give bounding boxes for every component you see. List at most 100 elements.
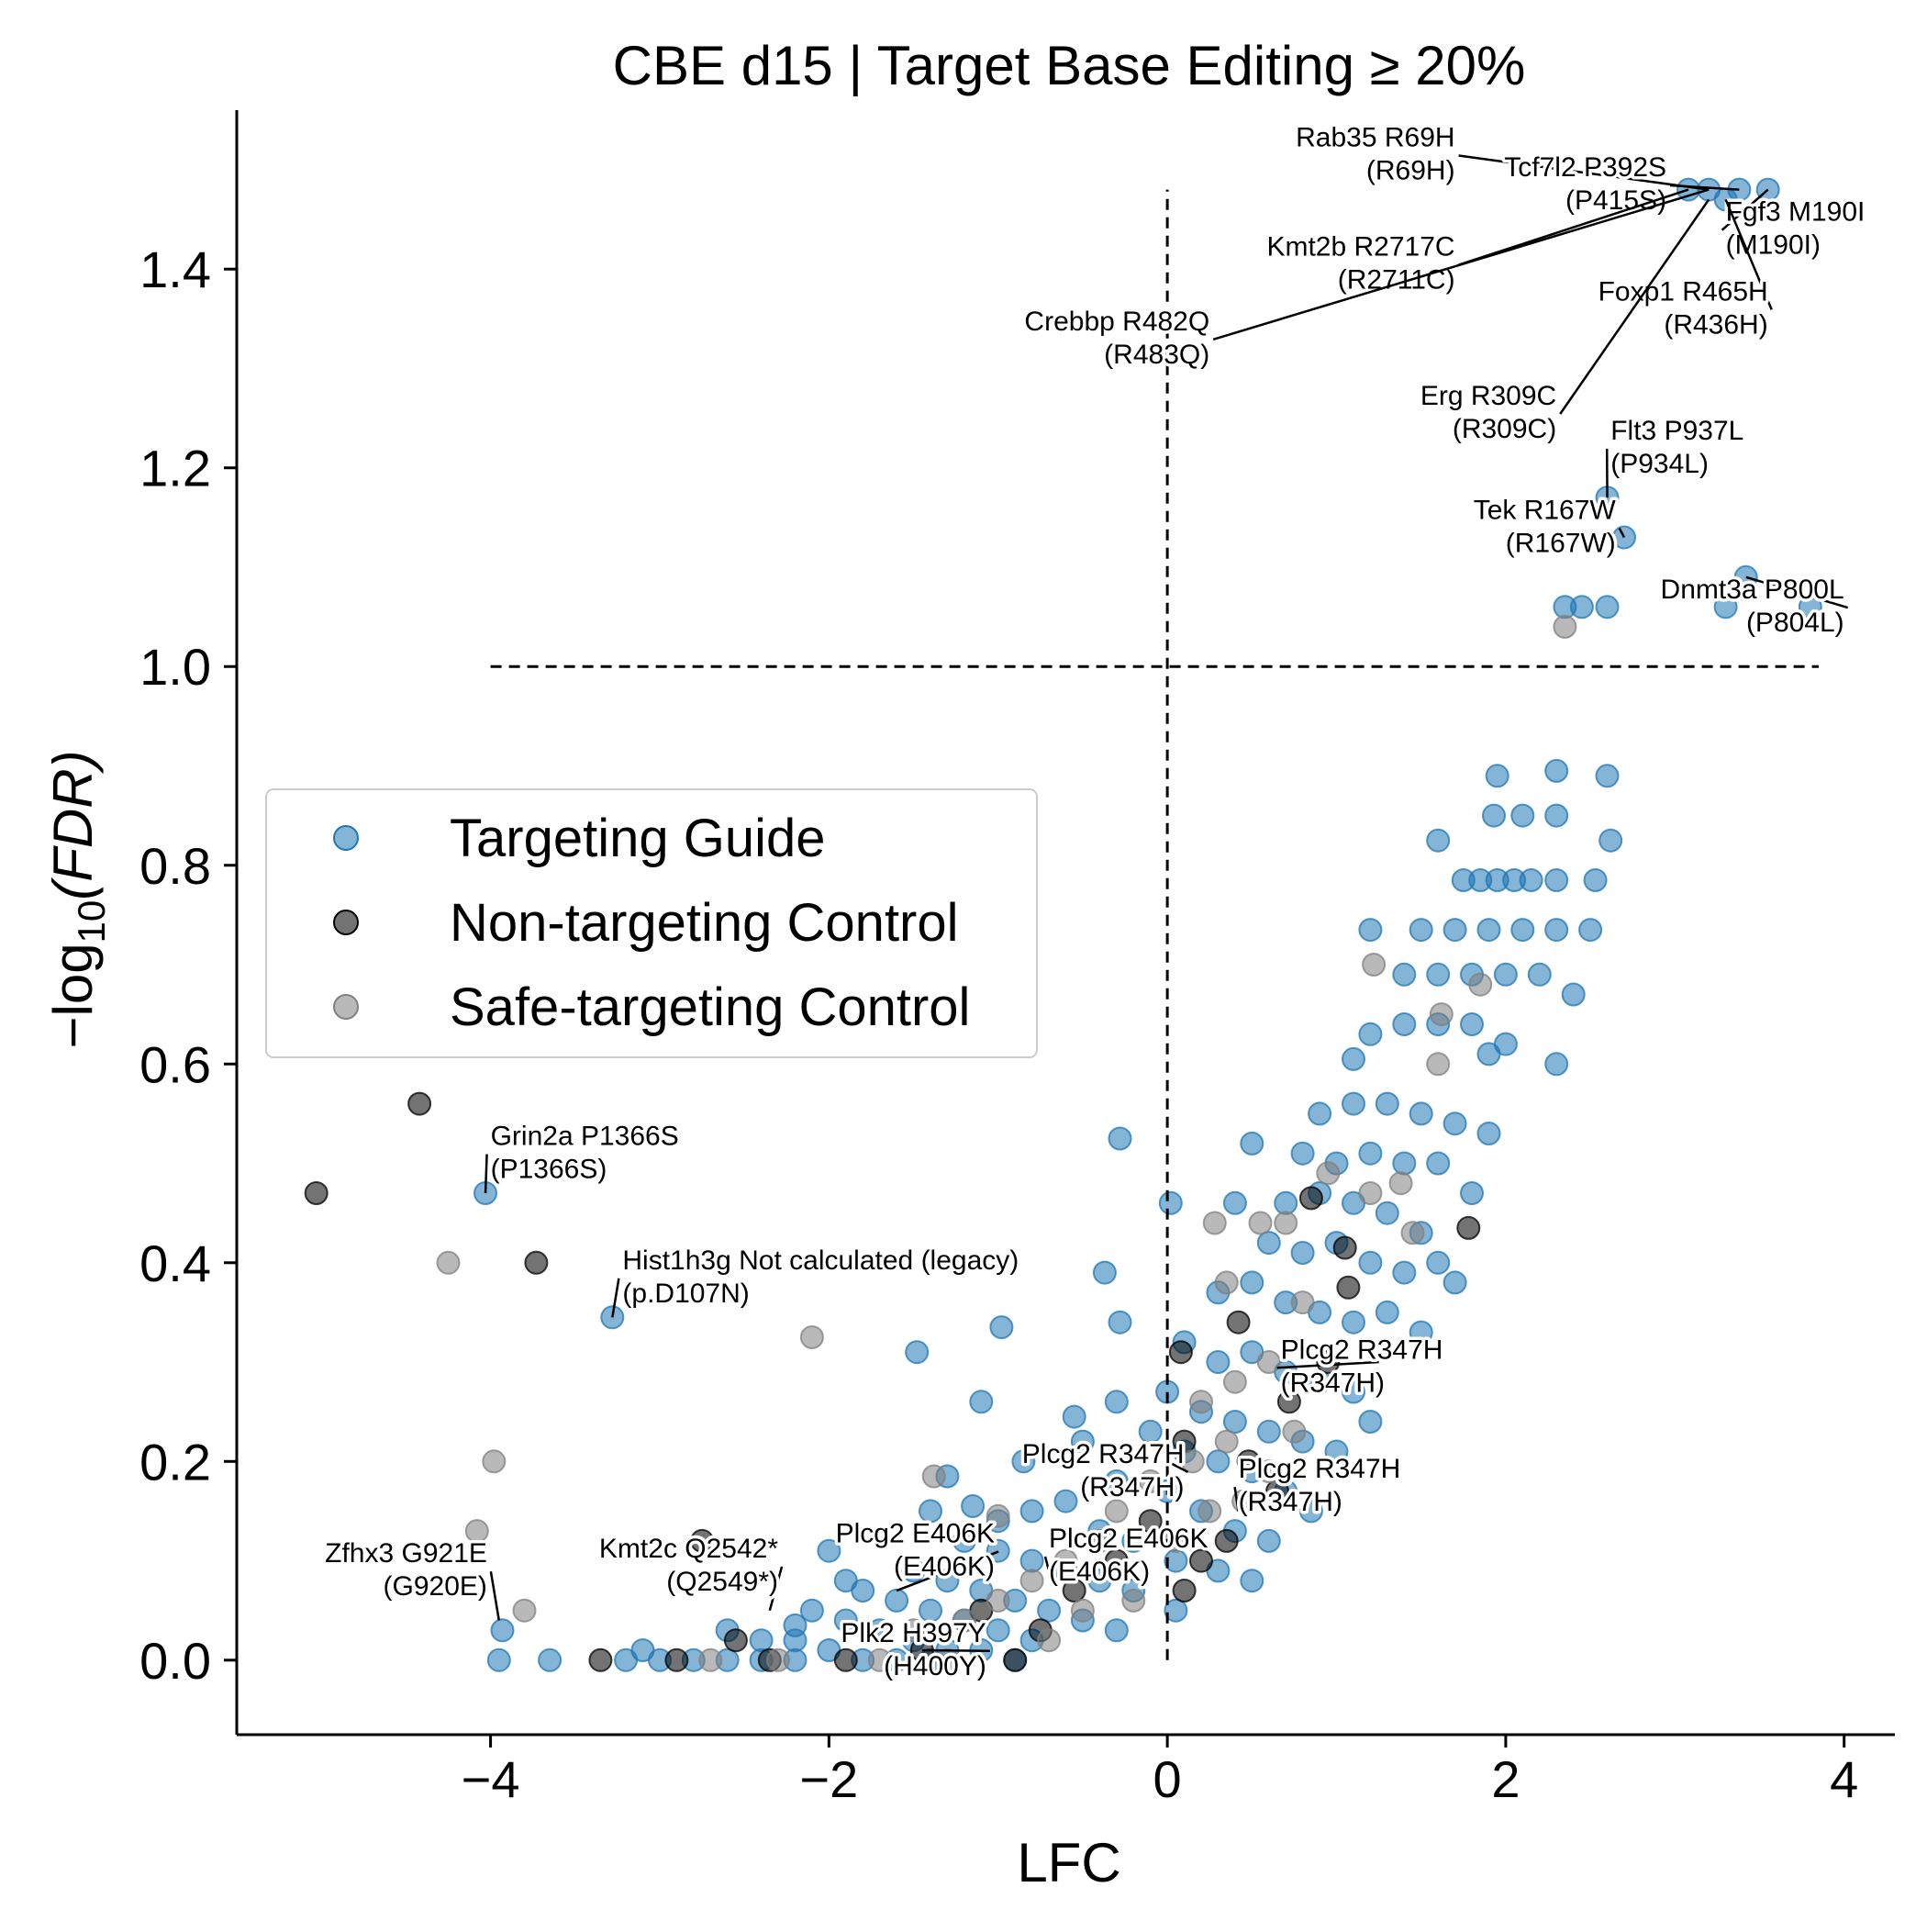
data-point [1444, 1271, 1466, 1293]
data-point [1109, 1128, 1131, 1150]
y-tick-label: 0.6 [139, 1035, 211, 1093]
annotation-label: (R436H) [1664, 309, 1767, 340]
data-point [1170, 1341, 1192, 1363]
data-point [1359, 1252, 1381, 1274]
data-point [1174, 1580, 1196, 1602]
x-tick-label: 2 [1491, 1750, 1520, 1808]
data-point [767, 1649, 789, 1671]
data-point [1224, 1371, 1246, 1393]
data-point [1258, 1530, 1280, 1552]
data-point [1431, 1003, 1453, 1025]
data-point [1393, 964, 1415, 986]
data-point [492, 1619, 514, 1641]
data-point [1545, 919, 1567, 941]
data-point [1427, 964, 1449, 986]
data-point [632, 1639, 654, 1661]
y-tick-label: 1.2 [139, 440, 211, 497]
data-point [1597, 765, 1619, 787]
annotation-label: (R309C) [1453, 414, 1556, 444]
annotation-label: (E406K) [1049, 1557, 1150, 1587]
data-point [1122, 1590, 1144, 1612]
annotation-label: Plcg2 R347H [1239, 1454, 1401, 1484]
data-point [665, 1649, 687, 1671]
annotation-label: Kmt2b R2717C [1266, 232, 1454, 262]
data-point [987, 1619, 1009, 1641]
data-point [1190, 1390, 1212, 1413]
data-point [1402, 1222, 1424, 1244]
data-point [906, 1341, 928, 1363]
x-tick-label: −4 [462, 1750, 520, 1808]
data-point [1275, 1192, 1297, 1214]
annotation-label: Plcg2 E406K [836, 1519, 995, 1549]
data-point [1021, 1569, 1043, 1591]
legend-marker [334, 910, 358, 934]
data-point [990, 1316, 1012, 1338]
data-point [1224, 1192, 1246, 1214]
data-point [1427, 830, 1449, 852]
data-point [514, 1600, 536, 1622]
annotation-label: (P1366S) [491, 1155, 607, 1185]
legend-label: Safe-targeting Control [450, 977, 970, 1037]
data-point [1283, 1421, 1305, 1443]
annotation-label: (G920E) [384, 1571, 487, 1602]
data-point [1021, 1550, 1043, 1572]
data-point [1545, 760, 1567, 782]
y-tick-label: 1.0 [139, 638, 211, 696]
data-point [1359, 1023, 1381, 1045]
data-point [1359, 1143, 1381, 1165]
data-point [1390, 1172, 1412, 1194]
data-point [1563, 984, 1585, 1006]
data-point [1393, 1262, 1415, 1284]
data-point [483, 1450, 505, 1472]
data-point [801, 1326, 823, 1348]
annotation-label: (P804L) [1746, 608, 1844, 638]
legend-marker [334, 995, 358, 1019]
annotation-label: Kmt2c Q2542* [599, 1534, 778, 1564]
data-point [1317, 1162, 1339, 1184]
data-point [886, 1590, 908, 1612]
data-point [1511, 919, 1533, 941]
data-point [1427, 1252, 1449, 1274]
data-point [1342, 1048, 1364, 1070]
data-point [1292, 1242, 1314, 1264]
data-point [1241, 1271, 1263, 1293]
annotation-label: Rab35 R69H [1296, 123, 1454, 153]
annotation-label: Plcg2 E406K [1049, 1524, 1208, 1554]
annotation-label: Tcf7l2 P392S [1504, 152, 1666, 183]
legend-label: Targeting Guide [450, 809, 825, 868]
data-point [1224, 1411, 1246, 1433]
data-point [1216, 1271, 1238, 1293]
data-point [589, 1649, 611, 1671]
data-point [1545, 869, 1567, 891]
annotation-label: (R2711C) [1338, 265, 1455, 296]
data-point [1207, 1450, 1229, 1472]
data-point [1444, 1112, 1466, 1134]
data-point [1228, 1312, 1250, 1334]
data-point [1483, 805, 1505, 827]
data-point [1250, 1212, 1272, 1234]
y-tick-label: 1.4 [139, 240, 211, 298]
annotation-label: (Q2549*) [666, 1567, 778, 1597]
data-point [1444, 919, 1466, 941]
annotation-label: (P934L) [1610, 449, 1709, 479]
data-point [1072, 1600, 1094, 1622]
data-point [1292, 1291, 1314, 1313]
data-point [1571, 596, 1593, 618]
data-point [1511, 805, 1533, 827]
data-point [525, 1252, 547, 1274]
legend: Targeting Guide Non-targeting Control Safe… [266, 789, 1037, 1057]
data-point [1258, 1421, 1280, 1443]
data-point [1376, 1093, 1398, 1115]
annotation-label: (H400Y) [884, 1651, 986, 1681]
data-point [725, 1629, 747, 1651]
data-point [1457, 1217, 1479, 1239]
data-point [1342, 1312, 1364, 1334]
data-point [1334, 1237, 1356, 1259]
data-point [1461, 1013, 1483, 1035]
legend-label: Non-targeting Control [450, 893, 959, 953]
data-point [1359, 1411, 1381, 1433]
data-point [1393, 1153, 1415, 1175]
data-point [1106, 1619, 1128, 1641]
data-point [1545, 805, 1567, 827]
data-point [1342, 1093, 1364, 1115]
